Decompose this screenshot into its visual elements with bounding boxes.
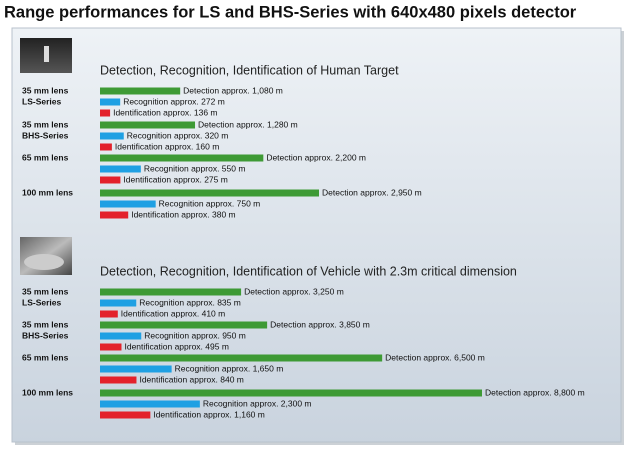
bar-label: Detection approx. 2,200 m bbox=[266, 152, 366, 162]
bar-label: Detection approx. 6,500 m bbox=[385, 352, 485, 362]
thumbnail-car bbox=[24, 254, 64, 270]
bar bbox=[100, 299, 137, 307]
bar bbox=[100, 211, 129, 219]
series-label: LS-Series bbox=[22, 96, 61, 106]
bar-label: Detection approx. 3,850 m bbox=[270, 319, 370, 329]
thumbnail-figure bbox=[44, 46, 49, 62]
bar-label: Identification approx. 840 m bbox=[139, 374, 243, 384]
series-label: BHS-Series bbox=[22, 130, 69, 140]
lens-label: 35 mm lens bbox=[22, 319, 69, 329]
page-title: Range performances for LS and BHS-Series… bbox=[4, 3, 577, 21]
bar bbox=[100, 310, 118, 318]
lens-label: 65 mm lens bbox=[22, 152, 69, 162]
bar bbox=[100, 189, 319, 197]
bar bbox=[100, 343, 122, 351]
series-label: LS-Series bbox=[22, 297, 61, 307]
bar-label: Detection approx. 1,080 m bbox=[183, 85, 283, 95]
bar-label: Identification approx. 410 m bbox=[121, 308, 225, 318]
bar-label: Identification approx. 275 m bbox=[123, 174, 227, 184]
series-label: BHS-Series bbox=[22, 330, 69, 340]
bar-label: Recognition approx. 272 m bbox=[123, 96, 225, 106]
bar bbox=[100, 389, 482, 397]
bar bbox=[100, 200, 156, 208]
bar-label: Identification approx. 380 m bbox=[131, 209, 235, 219]
bar-label: Recognition approx. 835 m bbox=[139, 297, 241, 307]
bar bbox=[100, 109, 111, 117]
lens-label: 35 mm lens bbox=[22, 119, 69, 129]
bar bbox=[100, 354, 383, 362]
lens-label: 35 mm lens bbox=[22, 286, 69, 296]
bar bbox=[100, 400, 200, 408]
bar-label: Recognition approx. 750 m bbox=[159, 198, 261, 208]
bar-label: Recognition approx. 2,300 m bbox=[203, 398, 312, 408]
bar bbox=[100, 176, 121, 184]
bar-label: Identification approx. 1,160 m bbox=[153, 409, 265, 419]
bar-label: Detection approx. 2,950 m bbox=[322, 187, 422, 197]
bar-label: Identification approx. 160 m bbox=[115, 141, 219, 151]
bar-label: Recognition approx. 950 m bbox=[144, 330, 246, 340]
bar bbox=[100, 132, 124, 140]
bar bbox=[100, 288, 242, 296]
bar bbox=[100, 376, 137, 384]
bar-label: Recognition approx. 320 m bbox=[127, 130, 229, 140]
bar bbox=[100, 87, 181, 95]
bar bbox=[100, 165, 141, 173]
section-heading: Detection, Recognition, Identification o… bbox=[100, 63, 399, 77]
lens-label: 35 mm lens bbox=[22, 85, 69, 95]
bar bbox=[100, 143, 112, 151]
bar-label: Identification approx. 495 m bbox=[124, 341, 228, 351]
bar-label: Recognition approx. 1,650 m bbox=[175, 363, 284, 373]
bar-label: Detection approx. 8,800 m bbox=[485, 387, 585, 397]
bar bbox=[100, 154, 264, 162]
bar bbox=[100, 332, 142, 340]
lens-label: 65 mm lens bbox=[22, 352, 69, 362]
bar bbox=[100, 98, 121, 106]
bar-label: Detection approx. 1,280 m bbox=[198, 119, 298, 129]
bar-label: Recognition approx. 550 m bbox=[144, 163, 246, 173]
bar bbox=[100, 365, 172, 373]
bar bbox=[100, 321, 268, 329]
bar-label: Identification approx. 136 m bbox=[113, 107, 217, 117]
lens-label: 100 mm lens bbox=[22, 187, 73, 197]
bar-label: Detection approx. 3,250 m bbox=[244, 286, 344, 296]
bar bbox=[100, 411, 151, 419]
panel bbox=[11, 27, 622, 443]
section-heading: Detection, Recognition, Identification o… bbox=[100, 264, 517, 278]
bar bbox=[100, 121, 196, 129]
charts: Detection, Recognition, Identification o… bbox=[22, 63, 585, 419]
lens-label: 100 mm lens bbox=[22, 387, 73, 397]
